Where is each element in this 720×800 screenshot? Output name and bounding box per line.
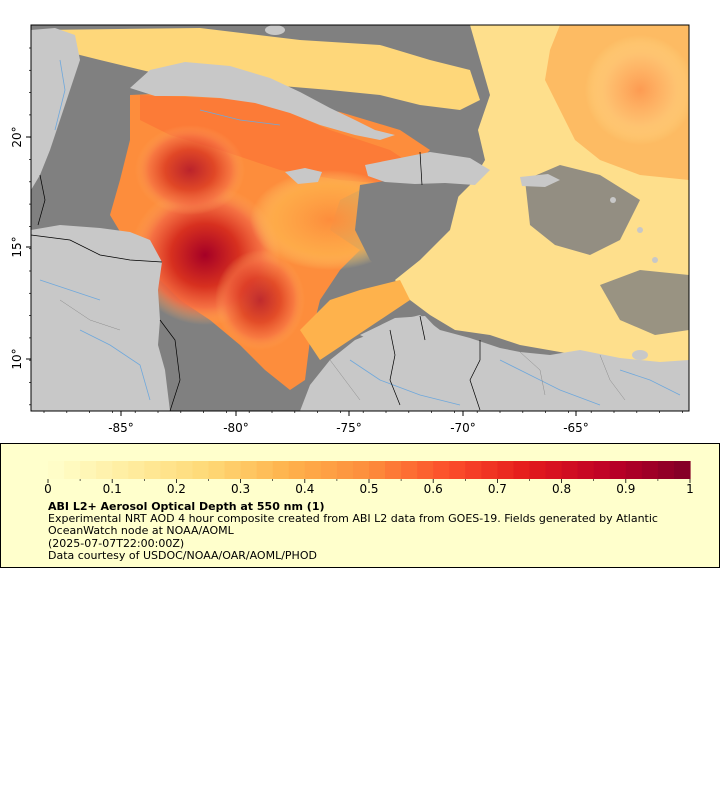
land-venezuela-coast bbox=[360, 316, 440, 350]
colorbar-cell bbox=[48, 461, 65, 479]
colorbar-tick-label: 0.4 bbox=[295, 482, 314, 496]
map-frame bbox=[30, 24, 690, 412]
aod-plume-north-arm bbox=[140, 95, 420, 185]
map-content bbox=[31, 25, 689, 411]
land-puerto-rico bbox=[520, 174, 560, 187]
lon-tick-label: -65° bbox=[563, 421, 589, 435]
legend-title: ABI L2+ Aerosol Optical Depth at 550 nm … bbox=[48, 500, 325, 513]
colorbar-cell bbox=[272, 461, 290, 479]
colorbar-cell bbox=[176, 461, 194, 479]
land-island-4 bbox=[632, 350, 648, 360]
colorbar-cell bbox=[208, 461, 226, 479]
colorbar-tick-label: 0.9 bbox=[616, 482, 635, 496]
colorbar-tick-label: 0.5 bbox=[359, 482, 378, 496]
colorbar-cell bbox=[577, 461, 595, 479]
colorbar-cell bbox=[673, 461, 691, 479]
lat-tick-label: 10° bbox=[10, 348, 24, 369]
colorbar-ticks: 0 0.1 0.2 0.3 0.4 0.5 0.6 0.7 0.8 0.9 1 bbox=[44, 479, 694, 496]
colorbar-cell bbox=[401, 461, 418, 479]
colorbar-tick-label: 0.8 bbox=[552, 482, 571, 496]
colorbar-cell bbox=[64, 461, 81, 479]
land-cuba bbox=[130, 62, 395, 140]
colorbar-cell bbox=[369, 461, 386, 479]
aod-hotspot-ne bbox=[585, 35, 689, 145]
land-island-5 bbox=[265, 25, 285, 35]
lon-tick-label: -85° bbox=[108, 421, 134, 435]
no-data-gap-1 bbox=[355, 175, 460, 280]
colorbar: 0 0.1 0.2 0.3 0.4 0.5 0.6 0.7 0.8 0.9 1 bbox=[44, 461, 694, 496]
no-data-gap-2 bbox=[525, 165, 640, 255]
colorbar-cell bbox=[128, 461, 145, 479]
legend-panel: 0 0.1 0.2 0.3 0.4 0.5 0.6 0.7 0.8 0.9 1 ABI L2+ Ae… bbox=[0, 443, 720, 568]
colorbar-cell bbox=[417, 461, 434, 479]
land-island-1 bbox=[610, 197, 616, 203]
colorbar-tick-label: 0.1 bbox=[103, 482, 122, 496]
aod-plume-core-3 bbox=[215, 250, 305, 350]
land-island-3 bbox=[652, 257, 658, 263]
aod-map[interactable]: -85° -80° -75° -70° -65° 20° 15° 10° bbox=[0, 0, 720, 440]
colorbar-cell bbox=[465, 461, 482, 479]
land-island-2 bbox=[637, 227, 643, 233]
colorbar-cells bbox=[48, 461, 691, 479]
colorbar-cell bbox=[561, 461, 579, 479]
colorbar-cell bbox=[529, 461, 547, 479]
country-borders bbox=[31, 151, 481, 411]
aod-field-north bbox=[40, 28, 480, 110]
lon-tick-label: -70° bbox=[450, 421, 476, 435]
colorbar-cell bbox=[160, 461, 177, 479]
colorbar-cell bbox=[352, 461, 370, 479]
colorbar-cell bbox=[80, 461, 97, 479]
legend-credit: Data courtesy of USDOC/NOAA/OAR/AOML/PHO… bbox=[48, 549, 317, 562]
colorbar-tick-label: 1 bbox=[686, 482, 694, 496]
province-borders bbox=[59, 299, 626, 401]
colorbar-cell bbox=[593, 461, 611, 479]
legend-description: Experimental NRT AOD 4 hour composite cr… bbox=[48, 512, 658, 537]
colorbar-cell bbox=[545, 461, 563, 479]
colorbar-tick-label: 0.6 bbox=[424, 482, 443, 496]
colorbar-cell bbox=[112, 461, 129, 479]
legend-time: (2025-07-07T22:00:00Z) bbox=[48, 537, 185, 550]
colorbar-cell bbox=[256, 461, 274, 479]
colorbar-tick-label: 0.3 bbox=[231, 482, 250, 496]
lat-tick-label: 20° bbox=[10, 126, 24, 147]
colorbar-cell bbox=[288, 461, 306, 479]
colorbar-cell bbox=[497, 461, 515, 479]
colorbar-cell bbox=[240, 461, 258, 479]
colorbar-tick-label: 0.2 bbox=[167, 482, 186, 496]
colorbar-tick-label: 0.7 bbox=[488, 482, 507, 496]
colorbar-tick-label: 0 bbox=[44, 482, 52, 496]
land-yucatan bbox=[31, 28, 80, 190]
colorbar-cell bbox=[481, 461, 498, 479]
land-jamaica bbox=[285, 168, 322, 184]
colorbar-cell bbox=[513, 461, 531, 479]
colorbar-cell bbox=[449, 461, 466, 479]
colorbar-cell bbox=[433, 461, 450, 479]
land-hispaniola bbox=[365, 152, 490, 185]
map-ticks: -85° -80° -75° -70° -65° 20° 15° 10° bbox=[10, 47, 683, 435]
aod-plume-tail bbox=[300, 280, 410, 360]
colorbar-cell bbox=[320, 461, 338, 479]
colorbar-cell bbox=[144, 461, 161, 479]
colorbar-cell bbox=[657, 461, 675, 479]
lat-tick-label: 15° bbox=[10, 236, 24, 257]
aod-plume-core-2 bbox=[135, 125, 245, 215]
lon-tick-label: -75° bbox=[336, 421, 362, 435]
map-panel: -85° -80° -75° -70° -65° 20° 15° 10° bbox=[0, 0, 720, 440]
colorbar-cell bbox=[609, 461, 627, 479]
colorbar-cell bbox=[192, 461, 210, 479]
colorbar-cell bbox=[304, 461, 322, 479]
colorbar-cell bbox=[336, 461, 354, 479]
no-data-gap-3 bbox=[600, 270, 689, 335]
colorbar-cell bbox=[224, 461, 242, 479]
colorbar-cell bbox=[641, 461, 659, 479]
colorbar-cell bbox=[385, 461, 402, 479]
colorbar-cell bbox=[625, 461, 643, 479]
land-central-america bbox=[31, 225, 170, 411]
rivers bbox=[39, 59, 681, 406]
lon-tick-label: -80° bbox=[223, 421, 249, 435]
colorbar-cell bbox=[96, 461, 113, 479]
